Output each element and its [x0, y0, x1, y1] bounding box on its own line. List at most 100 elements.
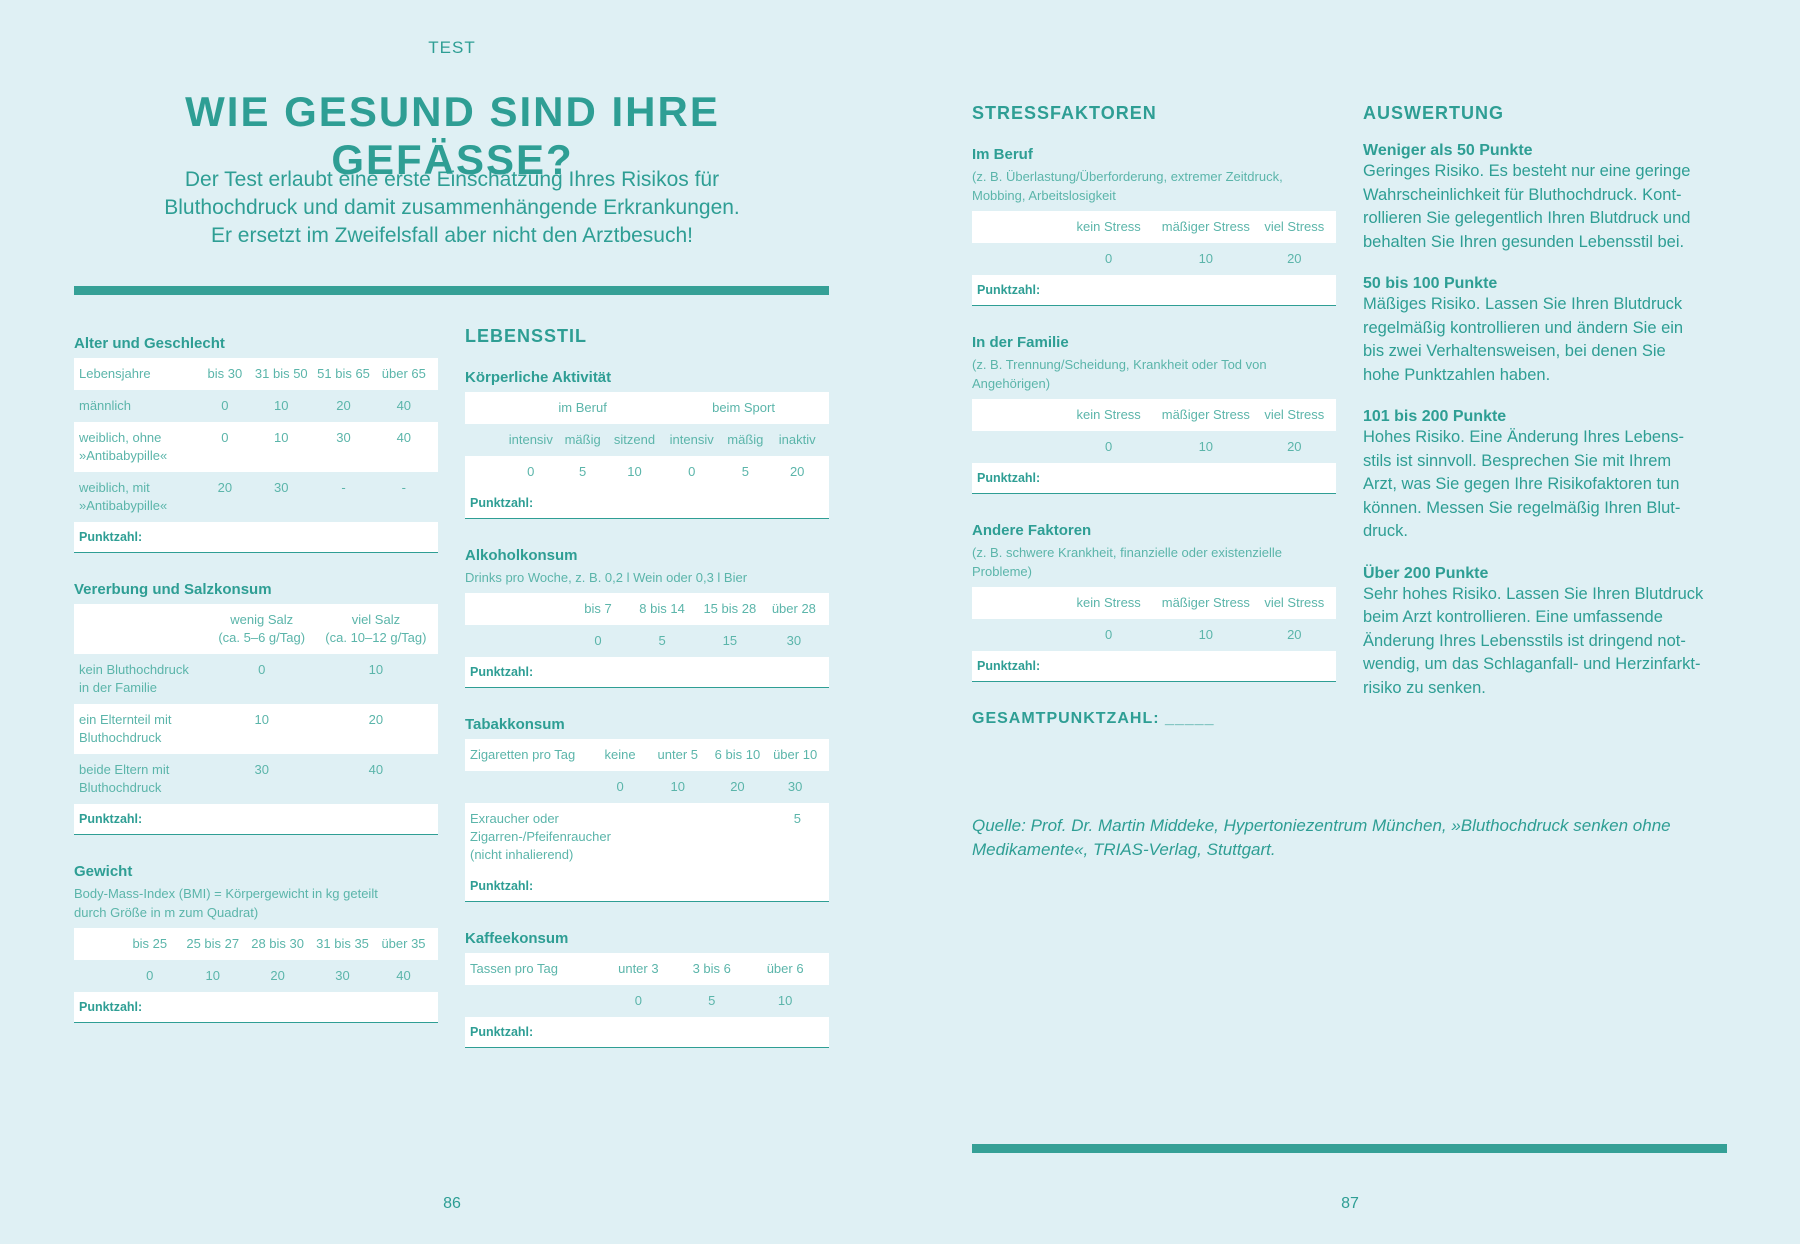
- table-cell: keine: [604, 747, 636, 762]
- table-cell: Tassen pro Tag: [470, 961, 558, 976]
- section-title: Körperliche Aktivität: [465, 369, 612, 386]
- score-field[interactable]: Punktzahl:: [74, 992, 438, 1023]
- table-cell: 31 bis 50: [254, 366, 308, 381]
- table-cell: Exraucher oder Zigarren-/Pfeifenraucher …: [470, 811, 611, 862]
- test-section: Alkoholkonsum Drinks pro Woche, z. B. 0,2…: [465, 547, 829, 688]
- table-cell: -: [401, 480, 406, 495]
- table-row: wenig Salz (ca. 5–6 g/Tag) viel Salz (ca.…: [74, 604, 438, 654]
- table-cell: 0: [634, 993, 642, 1008]
- page-number-right: 87: [1341, 1195, 1359, 1212]
- table-cell: mäßiger Stress: [1161, 595, 1250, 610]
- stress-heading: STRESSFAKTOREN: [972, 103, 1157, 123]
- table-cell: 3 bis 6: [692, 961, 731, 976]
- table-cell: 10: [627, 464, 642, 479]
- table-cell: intensiv: [508, 432, 553, 447]
- table-cell: unter 3: [618, 961, 659, 976]
- score-field[interactable]: Punktzahl:: [972, 651, 1336, 682]
- table-cell: 20: [1287, 439, 1302, 454]
- table-row: intensiv mäßig sitzend intensiv mäßig inaktiv: [465, 424, 829, 456]
- evaluation-range: 50 bis 100 Punkte: [1363, 275, 1498, 292]
- table-cell: -: [341, 480, 346, 495]
- table-cell: mäßiger Stress: [1161, 407, 1250, 422]
- table-cell: 8 bis 14: [639, 601, 685, 616]
- table-cell: 0: [1105, 439, 1113, 454]
- table-row: kein Bluthochdruck in der Familie 0 10: [74, 654, 438, 704]
- table-row: 0 5 10: [465, 985, 829, 1017]
- score-field[interactable]: Punktzahl:: [74, 522, 438, 553]
- score-field[interactable]: Punktzahl:: [465, 657, 829, 688]
- table-cell: 30: [254, 762, 269, 777]
- lifestyle-column: LEBENSSTIL Körperliche Aktivität im Beruf…: [465, 326, 829, 1076]
- section-subtitle: Body-Mass-Index (BMI) = Körpergewicht in…: [74, 886, 378, 920]
- table-row: kein Stress mäßiger Stress viel Stress: [972, 211, 1336, 243]
- table-cell: 0: [616, 779, 624, 794]
- table-cell: 0: [688, 464, 696, 479]
- table-cell: weiblich, mit »Antibabypille«: [79, 480, 168, 513]
- section-title: Im Beruf: [972, 146, 1033, 163]
- table-row: 0 10 20: [972, 243, 1336, 275]
- table-cell: viel Salz (ca. 10–12 g/Tag): [325, 612, 427, 645]
- table-cell: 5: [741, 464, 749, 479]
- score-field[interactable]: Punktzahl:: [972, 463, 1336, 494]
- table-cell: wenig Salz (ca. 5–6 g/Tag): [218, 612, 306, 645]
- test-section: Gewicht Body-Mass-Index (BMI) = Körpergew…: [74, 863, 438, 1023]
- table-cell: 10: [368, 662, 384, 677]
- table-cell: 40: [396, 430, 412, 445]
- table-cell: 40: [396, 398, 412, 413]
- divider-bar: [74, 286, 829, 295]
- table-cell: 10: [670, 779, 685, 794]
- evaluation-range: Weniger als 50 Punkte: [1363, 142, 1533, 159]
- table-row: weiblich, ohne »Antibabypille« 0 10 30 40: [74, 422, 438, 472]
- evaluation-text: Mäßiges Risiko. Lassen Sie Ihren Blutdru…: [1363, 295, 1684, 384]
- table-cell: 0: [258, 662, 266, 677]
- stress-column: STRESSFAKTOREN Im Beruf (z. B. Überlastun…: [972, 103, 1336, 728]
- evaluation-text: Sehr hohes Risiko. Lassen Sie Ihren Blut…: [1363, 584, 1704, 697]
- table-cell: 20: [270, 968, 285, 983]
- table-row: männlich 0 10 20 40: [74, 390, 438, 422]
- table-cell: Lebensjahre: [79, 366, 151, 381]
- table-cell: über 35: [381, 936, 426, 951]
- divider-bar-bottom: [972, 1144, 1727, 1153]
- table-cell: 10: [274, 398, 289, 413]
- score-field[interactable]: Punktzahl:: [465, 488, 829, 519]
- table-cell: 0: [221, 430, 229, 445]
- table-row: 0 10 20: [972, 619, 1336, 651]
- table-cell: 15 bis 28: [703, 601, 757, 616]
- table-row: 0 5 15 30: [465, 625, 829, 657]
- lifestyle-heading: LEBENSSTIL: [465, 326, 588, 346]
- score-field[interactable]: Punktzahl:: [465, 1017, 829, 1048]
- table-cell: 0: [146, 968, 154, 983]
- table-cell: 5: [658, 633, 666, 648]
- evaluation-column: AUSWERTUNG Weniger als 50 Punkte Geringes…: [1363, 103, 1733, 721]
- score-field[interactable]: Punktzahl:: [465, 871, 829, 902]
- table-cell: 30: [787, 779, 803, 794]
- evaluation-range: 101 bis 200 Punkte: [1363, 408, 1507, 425]
- table-row: 0 5 10 0 5 20: [465, 456, 829, 488]
- section-subtitle: (z. B. schwere Krankheit, finanzielle od…: [972, 545, 1282, 579]
- table-cell: 40: [396, 968, 411, 983]
- section-title: Vererbung und Salzkonsum: [74, 581, 272, 598]
- left-column: Alter und Geschlecht Lebensjahre bis 30 31 …: [74, 335, 438, 1051]
- table-cell: kein Stress: [1076, 595, 1141, 610]
- section-title: Gewicht: [74, 863, 133, 880]
- table-cell: 10: [1198, 627, 1214, 642]
- table-cell: männlich: [79, 398, 132, 413]
- table-cell: 30: [274, 480, 289, 495]
- table-cell: 25 bis 27: [186, 936, 240, 951]
- table-cell: bis 30: [207, 366, 243, 381]
- section-title: Alkoholkonsum: [465, 547, 578, 564]
- test-section: Tabakkonsum Zigaretten pro Tag keine unter …: [465, 716, 829, 902]
- table-cell: über 10: [773, 747, 818, 762]
- score-field[interactable]: Punktzahl:: [74, 804, 438, 835]
- table-cell: Zigaretten pro Tag: [470, 747, 576, 762]
- table-cell: 5: [579, 464, 587, 479]
- table-cell: 15: [722, 633, 738, 648]
- table-row: 0 10 20 30 40: [74, 960, 438, 992]
- table-cell: 30: [335, 968, 350, 983]
- score-field[interactable]: Punktzahl:: [972, 275, 1336, 306]
- table-cell: 28 bis 30: [251, 936, 304, 951]
- table-cell: mäßiger Stress: [1161, 219, 1250, 234]
- table-cell: 20: [1287, 251, 1302, 266]
- source-citation: Quelle: Prof. Dr. Martin Middeke, Hypert…: [972, 816, 1671, 859]
- table-cell: 0: [1105, 627, 1113, 642]
